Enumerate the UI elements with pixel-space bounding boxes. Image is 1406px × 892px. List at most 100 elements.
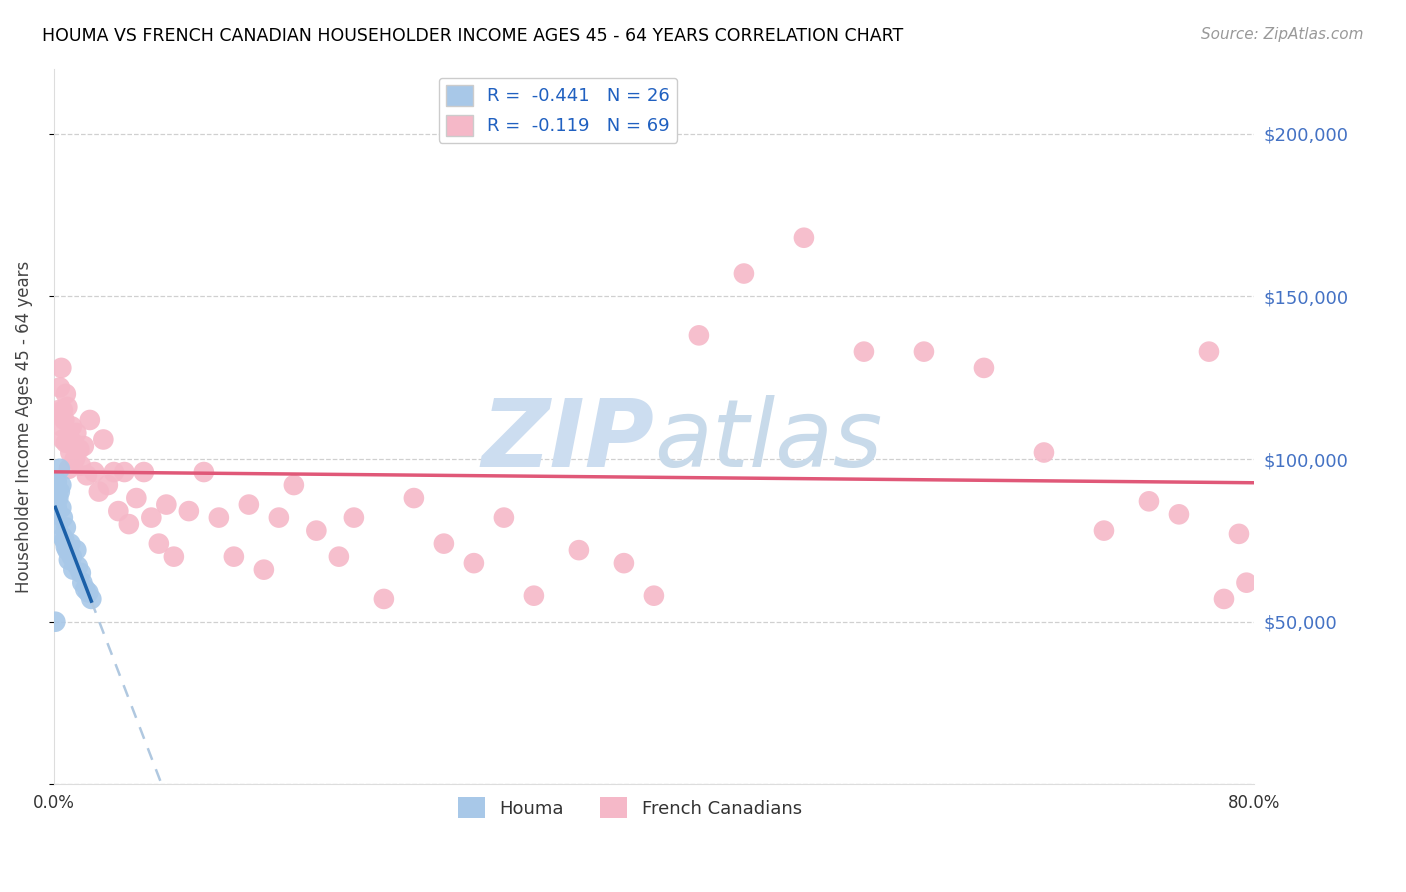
Point bbox=[1198, 344, 1220, 359]
Point bbox=[62, 435, 84, 450]
Point bbox=[52, 510, 75, 524]
Point bbox=[65, 425, 87, 440]
Point bbox=[1213, 591, 1236, 606]
Point bbox=[49, 484, 72, 499]
Point bbox=[328, 549, 350, 564]
Point bbox=[72, 575, 94, 590]
Point bbox=[373, 591, 395, 606]
Point bbox=[53, 413, 76, 427]
Point bbox=[44, 615, 66, 629]
Point bbox=[56, 543, 79, 558]
Point bbox=[55, 387, 77, 401]
Point bbox=[49, 462, 72, 476]
Point bbox=[141, 510, 163, 524]
Point bbox=[83, 465, 105, 479]
Point bbox=[51, 419, 73, 434]
Point bbox=[402, 491, 425, 505]
Text: Source: ZipAtlas.com: Source: ZipAtlas.com bbox=[1201, 27, 1364, 42]
Point bbox=[1236, 575, 1258, 590]
Point bbox=[91, 433, 114, 447]
Point bbox=[73, 439, 96, 453]
Point bbox=[69, 458, 91, 473]
Point bbox=[568, 543, 591, 558]
Point bbox=[58, 462, 80, 476]
Point bbox=[53, 533, 76, 548]
Point bbox=[305, 524, 328, 538]
Point bbox=[433, 536, 456, 550]
Point bbox=[208, 510, 231, 524]
Point bbox=[973, 360, 995, 375]
Point bbox=[67, 442, 90, 457]
Point bbox=[118, 517, 141, 532]
Point bbox=[55, 435, 77, 450]
Point bbox=[52, 530, 75, 544]
Point bbox=[80, 591, 103, 606]
Text: atlas: atlas bbox=[654, 395, 882, 486]
Point bbox=[52, 403, 75, 417]
Point bbox=[51, 360, 73, 375]
Point bbox=[65, 543, 87, 558]
Point bbox=[155, 498, 177, 512]
Point bbox=[97, 478, 120, 492]
Point bbox=[238, 498, 260, 512]
Point bbox=[45, 500, 67, 515]
Point bbox=[523, 589, 546, 603]
Point bbox=[46, 491, 69, 505]
Point bbox=[148, 536, 170, 550]
Point bbox=[76, 468, 98, 483]
Point bbox=[51, 500, 73, 515]
Text: HOUMA VS FRENCH CANADIAN HOUSEHOLDER INCOME AGES 45 - 64 YEARS CORRELATION CHART: HOUMA VS FRENCH CANADIAN HOUSEHOLDER INC… bbox=[42, 27, 904, 45]
Point bbox=[51, 478, 73, 492]
Point bbox=[222, 549, 245, 564]
Point bbox=[463, 556, 485, 570]
Point bbox=[688, 328, 710, 343]
Point bbox=[1168, 508, 1191, 522]
Point bbox=[283, 478, 305, 492]
Point bbox=[55, 540, 77, 554]
Legend: Houma, French Canadians: Houma, French Canadians bbox=[451, 790, 808, 825]
Point bbox=[1227, 526, 1250, 541]
Point bbox=[52, 433, 75, 447]
Point bbox=[267, 510, 290, 524]
Point bbox=[343, 510, 366, 524]
Point bbox=[852, 344, 875, 359]
Point bbox=[793, 231, 815, 245]
Point bbox=[125, 491, 148, 505]
Point bbox=[177, 504, 200, 518]
Point bbox=[45, 475, 67, 489]
Point bbox=[58, 553, 80, 567]
Point bbox=[59, 445, 82, 459]
Point bbox=[492, 510, 515, 524]
Point bbox=[46, 403, 69, 417]
Point bbox=[62, 563, 84, 577]
Point bbox=[112, 465, 135, 479]
Point bbox=[49, 380, 72, 394]
Point bbox=[77, 585, 100, 599]
Point bbox=[1032, 445, 1054, 459]
Point bbox=[613, 556, 636, 570]
Point bbox=[193, 465, 215, 479]
Point bbox=[79, 413, 101, 427]
Text: ZIP: ZIP bbox=[481, 395, 654, 487]
Point bbox=[69, 566, 91, 580]
Point bbox=[163, 549, 186, 564]
Y-axis label: Householder Income Ages 45 - 64 years: Householder Income Ages 45 - 64 years bbox=[15, 260, 32, 592]
Point bbox=[59, 536, 82, 550]
Point bbox=[1092, 524, 1115, 538]
Point bbox=[75, 582, 97, 597]
Point bbox=[107, 504, 129, 518]
Point bbox=[55, 520, 77, 534]
Point bbox=[912, 344, 935, 359]
Point bbox=[643, 589, 665, 603]
Point bbox=[60, 419, 83, 434]
Point bbox=[56, 400, 79, 414]
Point bbox=[46, 517, 69, 532]
Point bbox=[132, 465, 155, 479]
Point bbox=[66, 559, 89, 574]
Point bbox=[1137, 494, 1160, 508]
Point bbox=[63, 452, 86, 467]
Point bbox=[87, 484, 110, 499]
Point bbox=[253, 563, 276, 577]
Point bbox=[60, 549, 83, 564]
Point bbox=[733, 267, 755, 281]
